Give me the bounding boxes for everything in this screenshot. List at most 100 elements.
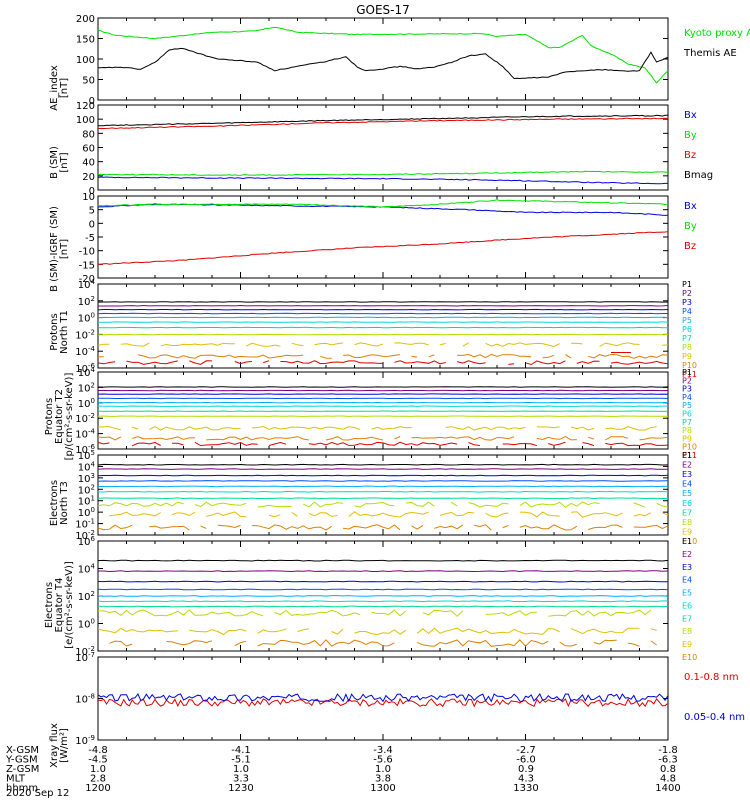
channel-line: [462, 342, 469, 347]
y-axis-label-line: B (SM)-IGRF (SM): [49, 206, 60, 292]
y-tick-label: 104: [78, 366, 96, 379]
channel-line: [97, 595, 669, 597]
channel-label: E7: [682, 614, 692, 623]
channel-line: [274, 609, 361, 617]
channel-label: E10: [682, 537, 697, 546]
y-axis-label-line: North T3: [59, 481, 70, 525]
channel-label: E4: [682, 576, 692, 585]
channel-line: [194, 441, 258, 447]
footer-value: 1330: [513, 783, 538, 794]
channel-line: [411, 436, 515, 441]
y-tick-label: 104: [78, 563, 96, 576]
tick-exponent: 6: [91, 535, 96, 543]
channel-label: P1: [682, 280, 692, 289]
channel-line: [325, 436, 384, 441]
channel-line: [98, 485, 669, 488]
channel-line: [149, 525, 190, 531]
footer-row-label: Z-GSM: [6, 764, 39, 775]
channel-line: [217, 524, 241, 529]
channel-line: [354, 342, 384, 347]
channel-line: [308, 441, 458, 446]
y-tick-label: -20: [79, 274, 95, 285]
legend-label: Bx: [684, 201, 697, 212]
channel-line: [416, 627, 560, 635]
channel-line: [650, 640, 657, 646]
tick-exponent: 2: [91, 381, 95, 389]
series-line: [98, 199, 669, 208]
channel-label: E1: [682, 537, 692, 546]
legend-label: Bmag: [684, 170, 713, 181]
channel-line: [394, 436, 401, 440]
panel-frame: [97, 104, 669, 191]
legend-label: Bz: [684, 241, 696, 252]
tick-exponent: 4: [91, 563, 96, 571]
channel-line: [97, 426, 121, 431]
tick-base: 10: [78, 462, 91, 473]
channel-line: [599, 342, 640, 347]
y-axis-label: ElectronsNorth T3: [49, 480, 70, 526]
channel-label: E2: [682, 550, 692, 559]
footer-value: -1.8: [658, 745, 678, 756]
channel-label: P11: [682, 451, 697, 460]
channel-line: [354, 629, 407, 636]
y-tick-label: 10-6: [75, 362, 95, 375]
channel-line: [97, 480, 669, 482]
channel-line: [97, 501, 184, 507]
channel-line: [456, 360, 486, 365]
channel-line: [206, 511, 247, 518]
panel-1: 200 150 100 50 0 AE_index[nT] Kyoto proxy AE Th…: [49, 14, 750, 111]
channel-line: [633, 524, 669, 529]
y-tick-label: 10-2: [75, 328, 95, 341]
channel-line: [502, 524, 509, 529]
channel-line: [257, 628, 287, 634]
channel-line: [331, 628, 344, 635]
channel-line: [411, 524, 424, 530]
channel-label: P3: [682, 385, 692, 394]
channel-line: [257, 504, 292, 508]
footer-value: 4.3: [518, 774, 534, 785]
tick-base: 10: [75, 653, 88, 664]
channel-line: [251, 524, 332, 531]
channel-line: [109, 640, 133, 647]
y-tick-label: 104: [78, 460, 96, 473]
channel-line: [451, 501, 458, 507]
series-line: [97, 170, 669, 176]
channel-line: [166, 640, 213, 646]
y-tick-label: 0: [89, 96, 95, 107]
series-line: [97, 117, 669, 130]
channel-line: [97, 333, 669, 336]
channel-line: [320, 355, 332, 359]
y-tick-label: -15: [79, 260, 95, 271]
channel-label: P8: [682, 426, 692, 435]
channel-line: [548, 441, 566, 446]
channel-line: [97, 401, 669, 404]
channel-label: P2: [682, 289, 692, 298]
y-axis-label-line: [p/(cm²-s-sr-keV)]: [64, 373, 75, 461]
tick-exponent: -2: [88, 328, 95, 336]
channel-line: [394, 342, 429, 346]
footer-value: -5.6: [373, 755, 393, 766]
channel-line: [371, 609, 407, 617]
channel-label: P4: [682, 307, 692, 316]
channel-label: E2: [682, 461, 692, 470]
y-tick-label: 100: [78, 618, 95, 631]
footer-value: 3.3: [233, 774, 249, 785]
tick-base: 10: [75, 531, 88, 542]
channel-line: [302, 501, 344, 508]
channel-label: P9: [682, 434, 692, 443]
channel-line: [97, 609, 264, 617]
channel-line: [457, 353, 532, 359]
channel-line: [109, 511, 161, 517]
footer-row-label: X-GSM: [6, 745, 39, 756]
y-tick-label: 0: [89, 186, 95, 197]
channel-line: [519, 524, 578, 531]
y-tick-label: 200: [76, 14, 95, 25]
y-axis-label-line: [e/(cm²-s-sr-keV)]: [64, 561, 75, 649]
y-tick-label: 100: [76, 55, 95, 66]
channel-label: E6: [682, 601, 692, 610]
channel-label: P10: [682, 443, 697, 452]
channel-line: [348, 511, 429, 518]
channel-line: [126, 360, 178, 365]
